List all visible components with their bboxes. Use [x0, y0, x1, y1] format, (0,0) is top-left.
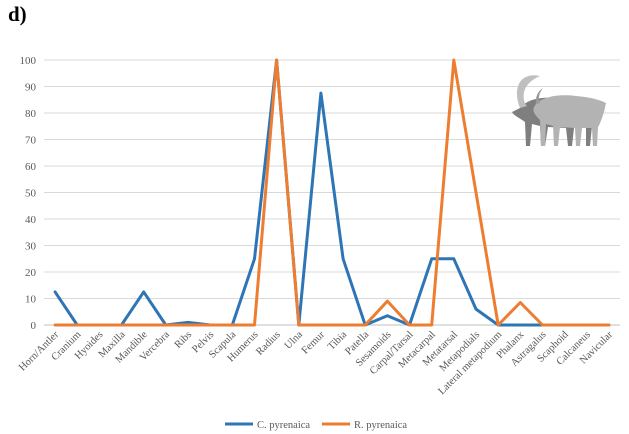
legend: C. pyrenaica R. pyrenaica [225, 420, 407, 431]
y-tick-label: 50 [25, 188, 37, 200]
y-tick-label: 100 [20, 55, 37, 67]
x-tick-label: Radius [254, 329, 282, 357]
series-line-r-pyrenaica [53, 58, 611, 327]
y-tick-label: 60 [25, 161, 37, 173]
goat-illustration-icon [512, 75, 606, 146]
y-tick-label: 40 [25, 214, 37, 226]
y-tick-label: 10 [25, 294, 37, 306]
series-lines [53, 58, 611, 327]
y-tick-label: 30 [25, 241, 37, 253]
legend-label-r-pyrenaica: R. pyrenaica [354, 420, 407, 431]
legend-label-c-pyrenaica: C. pyrenaica [257, 420, 310, 431]
series-line-c-pyrenaica [53, 58, 611, 327]
panel-label: d) [8, 2, 27, 26]
y-tick-label: 20 [25, 267, 37, 279]
y-axis-ticks: 0 10 20 30 40 50 60 70 80 90 100 [20, 55, 37, 332]
y-tick-label: 0 [31, 320, 37, 332]
y-tick-label: 80 [25, 108, 37, 120]
x-axis-ticks: Horn/AntlerCraniumHyoidesMaxillaMandible… [17, 329, 615, 397]
y-tick-label: 70 [25, 135, 37, 147]
x-tick-label: Femur [300, 329, 328, 357]
y-tick-label: 90 [25, 82, 37, 94]
